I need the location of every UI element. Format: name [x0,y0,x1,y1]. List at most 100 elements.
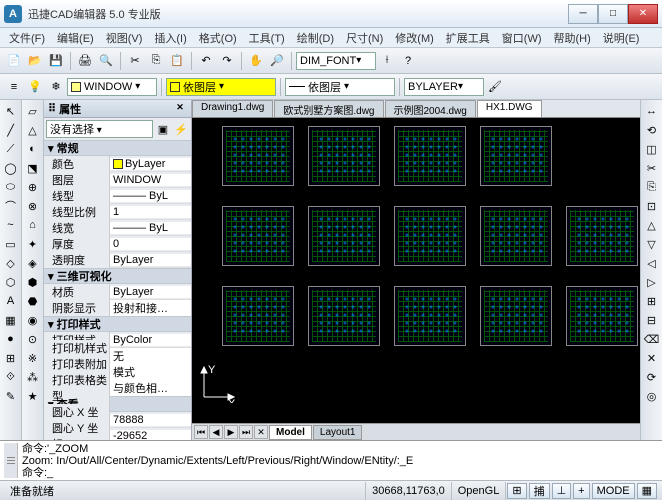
tool-icon[interactable]: ⬭ [2,178,20,196]
tool-icon[interactable]: ● [2,330,20,348]
command-line[interactable]: 命令:'_ZOOMZoom: In/Out/All/Center/Dynamic… [0,440,662,480]
layer-manager-icon[interactable]: ≡ [4,77,24,97]
tool-icon[interactable]: ▱ [24,102,42,120]
menu-item[interactable]: 说明(E) [598,29,645,47]
drawing-thumbnail[interactable] [566,286,638,346]
menu-item[interactable]: 扩展工具 [441,29,495,47]
property-section-header[interactable]: ▾ 常规 [44,140,191,156]
status-toggle[interactable]: MODE [592,483,635,499]
status-toggle[interactable]: ▦ [637,483,657,499]
menu-item[interactable]: 工具(T) [244,29,290,47]
tool-icon[interactable]: ⟲ [643,121,661,139]
property-row[interactable]: 图层WINDOW [44,172,191,188]
dim-icon[interactable]: ⟊ [377,51,397,71]
drawing-thumbnail[interactable] [308,206,380,266]
tab-prev-icon[interactable]: ◀ [209,425,223,439]
property-value[interactable]: 与颜色相… [110,380,191,396]
property-row[interactable]: 圆心 Y 坐标-29652 [44,428,191,440]
tab-next-icon[interactable]: ▶ [224,425,238,439]
property-row[interactable]: 颜色ByLayer [44,156,191,172]
tool-icon[interactable]: ⊡ [643,197,661,215]
property-value[interactable]: ——— ByL [110,222,191,234]
tool-icon[interactable]: ⬣ [24,292,42,310]
tool-icon[interactable]: ◎ [643,387,661,405]
property-value[interactable]: ByColor [110,334,191,346]
layer-combo[interactable]: WINDOW ▾ [67,78,157,96]
menu-item[interactable]: 格式(O) [194,29,242,47]
menu-item[interactable]: 尺寸(N) [341,29,388,47]
drawing-thumbnail[interactable] [222,126,294,186]
command-grip-icon[interactable] [4,443,18,478]
color-combo-1[interactable]: 依图层 ▾ [166,78,276,96]
drawing-thumbnail[interactable] [394,126,466,186]
drawing-thumbnail[interactable] [480,286,552,346]
dimstyle-combo[interactable]: DIM_FONT ▾ [296,52,376,70]
tool-icon[interactable]: ↖ [2,102,20,120]
tool-icon[interactable]: ⬔ [24,159,42,177]
tab-first-icon[interactable]: ⏮ [194,425,208,439]
tab-layout1[interactable]: Layout1 [313,425,363,440]
property-value[interactable]: WINDOW [110,174,191,186]
property-value[interactable]: 1 [110,206,191,218]
tool-icon[interactable]: ⌒ [2,197,20,215]
tool-icon[interactable]: ✂ [643,159,661,177]
minimize-button[interactable]: ─ [568,4,598,24]
open-icon[interactable]: 📂 [25,51,45,71]
maximize-button[interactable]: □ [598,4,628,24]
tool-icon[interactable]: ⬡ [2,273,20,291]
cut-icon[interactable]: ✂ [125,51,145,71]
property-row[interactable]: 线型比例1 [44,204,191,220]
property-row[interactable]: 材质ByLayer [44,284,191,300]
tool-icon[interactable]: ▦ [2,311,20,329]
property-row[interactable]: 阴影显示投射和接… [44,300,191,316]
property-value[interactable]: 78888 [110,414,191,426]
status-toggle[interactable]: ⊞ [507,483,526,499]
property-section-header[interactable]: ▾ 三维可视化 [44,268,191,284]
drawing-thumbnail[interactable] [394,286,466,346]
tool-icon[interactable]: ↔ [643,102,661,120]
property-row[interactable]: 线型——— ByL [44,188,191,204]
tool-icon[interactable]: ◐ [24,140,42,158]
property-row[interactable]: 透明度ByLayer [44,252,191,268]
property-value[interactable]: ByLayer [110,254,191,266]
print-icon[interactable]: 🖨 [75,51,95,71]
tool-icon[interactable]: ✕ [643,349,661,367]
undo-icon[interactable]: ↶ [196,51,216,71]
tool-icon[interactable]: ⊙ [24,330,42,348]
panel-grip-icon[interactable]: ⠿ [48,102,56,115]
tool-icon[interactable]: ▭ [2,235,20,253]
tool-icon[interactable]: ◇ [2,254,20,272]
panel-close-icon[interactable]: ✕ [173,102,187,116]
tool-icon[interactable]: ✎ [2,387,20,405]
tool-icon[interactable]: ⊞ [643,292,661,310]
drawing-thumbnail[interactable] [480,126,552,186]
document-tab[interactable]: 示例图2004.dwg [385,100,476,117]
menu-item[interactable]: 修改(M) [390,29,439,47]
drawing-thumbnail[interactable] [394,206,466,266]
tool-icon[interactable]: ⌫ [643,330,661,348]
property-value[interactable]: 无 [110,348,191,364]
document-tab[interactable]: HX1.DWG [477,100,542,117]
tool-icon[interactable]: ◉ [24,311,42,329]
property-value[interactable]: 投射和接… [110,300,191,316]
tool-icon[interactable]: ~ [2,216,20,234]
document-tab[interactable]: 欧式别墅方案图.dwg [274,100,383,117]
tool-icon[interactable]: ⟋ [2,140,20,158]
pan-icon[interactable]: ✋ [246,51,266,71]
tab-last-icon[interactable]: ⏭ [239,425,253,439]
tool-icon[interactable]: ⟐ [2,368,20,386]
copy-icon[interactable]: ⎘ [146,51,166,71]
tool-icon[interactable]: △ [643,216,661,234]
menu-item[interactable]: 插入(I) [149,29,191,47]
tool-icon[interactable]: ⟳ [643,368,661,386]
tool-icon[interactable]: ⁂ [24,368,42,386]
property-value[interactable]: ——— ByL [110,190,191,202]
property-value[interactable]: ByLayer [110,158,191,170]
document-tab[interactable]: Drawing1.dwg [192,100,273,117]
drawing-thumbnail[interactable] [308,126,380,186]
tool-icon[interactable]: ╱ [2,121,20,139]
drawing-thumbnail[interactable] [222,206,294,266]
tool-icon[interactable]: ◈ [24,254,42,272]
menu-item[interactable]: 窗口(W) [497,29,547,47]
drawing-thumbnail[interactable] [480,206,552,266]
